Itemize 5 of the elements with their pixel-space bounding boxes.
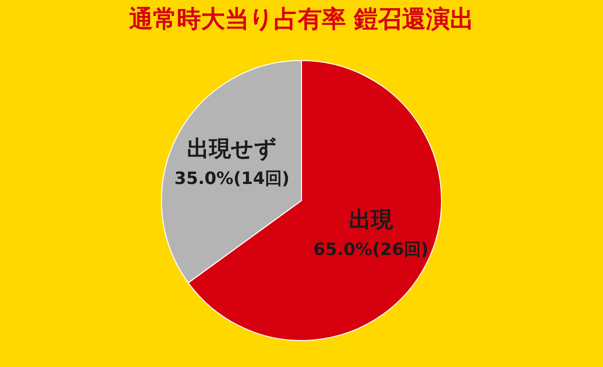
data-label: 65.0%(26回)	[313, 240, 429, 260]
chart-title: 通常時大当り占有率 鎧召還演出	[128, 5, 474, 33]
data-label: 35.0%(14回)	[174, 169, 290, 190]
slice-label: 出現せず	[187, 137, 277, 162]
slice-label: 出現	[349, 208, 394, 233]
